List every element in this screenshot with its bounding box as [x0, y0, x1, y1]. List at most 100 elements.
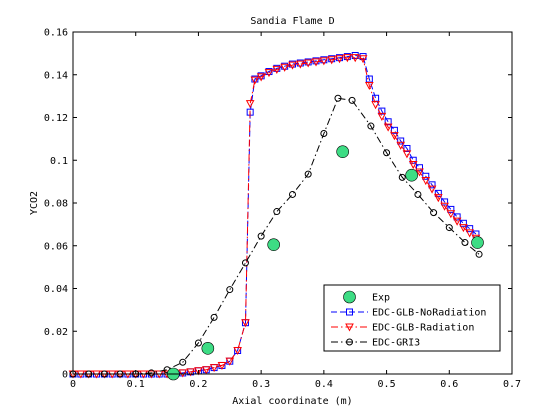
y-axis-label: YCO2	[29, 191, 40, 215]
data-point	[367, 122, 375, 130]
data-point	[440, 202, 449, 211]
data-point	[402, 150, 412, 159]
y-tick-label: 0.02	[44, 327, 68, 338]
data-point	[303, 59, 313, 68]
data-point	[233, 346, 242, 356]
data-point	[350, 54, 360, 63]
series-line	[73, 97, 480, 375]
series-exp	[167, 145, 484, 381]
data-point	[397, 137, 405, 145]
legend-entry-edc-glb-noradiation: EDC-GLB-NoRadiation	[331, 308, 486, 319]
legend-label: EDC-GLB-Radiation	[372, 323, 474, 334]
data-point	[346, 338, 353, 346]
data-point	[459, 219, 467, 227]
data-point	[280, 63, 289, 72]
data-point	[415, 168, 424, 177]
data-point	[264, 69, 274, 78]
x-tick-label: 0.7	[503, 379, 521, 390]
data-point	[414, 190, 422, 198]
data-point	[427, 185, 437, 194]
data-point	[186, 368, 195, 377]
data-point	[272, 65, 282, 74]
data-point	[390, 126, 398, 134]
data-point	[461, 239, 469, 247]
legend-entry-edc-gri3: EDC-GRI3	[331, 338, 420, 349]
legend-entry-exp: Exp	[343, 290, 390, 304]
y-tick-label: 0.04	[44, 284, 68, 295]
data-point	[201, 366, 211, 375]
legend-entry-edc-glb-radiation: EDC-GLB-Radiation	[331, 323, 474, 334]
data-point	[256, 73, 266, 82]
x-tick-label: 0	[70, 379, 76, 390]
data-point	[250, 76, 260, 85]
data-point	[371, 101, 380, 110]
data-point	[358, 55, 368, 64]
x-tick-label: 0.4	[315, 379, 333, 390]
data-point	[343, 54, 352, 63]
data-point	[304, 170, 312, 178]
data-point	[343, 290, 356, 304]
data-point	[273, 208, 281, 216]
data-point	[390, 132, 399, 141]
data-point	[405, 168, 418, 182]
data-point	[415, 164, 423, 172]
x-axis-label: Axial coordinate (m)	[232, 396, 352, 407]
data-point	[178, 369, 188, 378]
data-point	[147, 369, 155, 377]
data-point	[430, 209, 438, 217]
data-point	[475, 250, 483, 258]
data-point	[210, 313, 218, 321]
y-tick-label: 0.08	[44, 199, 68, 210]
legend: Exp EDC-GLB-NoRadiation EDC-GLB-Radiation E…	[323, 284, 501, 352]
data-point	[396, 141, 406, 150]
data-point	[384, 118, 392, 126]
data-point	[421, 177, 431, 186]
data-point	[179, 358, 187, 366]
x-tick-label: 0.2	[189, 379, 207, 390]
data-point	[452, 217, 462, 226]
data-point	[241, 319, 250, 328]
data-point	[241, 259, 249, 267]
data-point	[398, 173, 406, 181]
y-tick-label: 0.12	[44, 113, 68, 124]
data-point	[335, 55, 344, 64]
chart-title: Sandia Flame D	[250, 16, 334, 27]
legend-label: Exp	[372, 293, 390, 304]
data-point	[446, 210, 456, 219]
data-point	[465, 229, 475, 238]
data-point	[345, 323, 354, 332]
data-point	[346, 308, 353, 316]
x-tick-label: 0.6	[440, 379, 458, 390]
y-tick-label: 0.16	[44, 28, 68, 39]
data-point	[433, 194, 443, 203]
data-point	[194, 339, 202, 347]
data-point	[466, 225, 474, 233]
data-point	[217, 361, 227, 371]
data-point	[336, 145, 349, 158]
data-point	[288, 61, 297, 70]
data-point	[334, 94, 342, 102]
data-point	[445, 224, 453, 232]
y-tick-label: 0.06	[44, 241, 68, 252]
data-point	[245, 100, 255, 109]
axes-layer: 0 0.1 0.2 0.3 0.4 0.5 0.6 0.7 0 0.02 0.04 0.06 0.08 0…	[44, 28, 521, 391]
data-point	[327, 56, 337, 65]
y-tick-label: 0	[62, 370, 68, 381]
x-tick-label: 0.1	[127, 379, 145, 390]
data-point	[226, 286, 234, 294]
data-point	[311, 58, 321, 67]
data-point	[267, 238, 280, 251]
x-tick-label: 0.3	[252, 379, 270, 390]
data-point	[383, 149, 391, 157]
data-point	[383, 123, 393, 132]
data-point	[209, 364, 219, 373]
data-point	[201, 342, 215, 355]
data-point	[225, 357, 235, 366]
data-point	[377, 112, 387, 121]
data-point	[320, 130, 328, 138]
data-point	[257, 232, 265, 240]
data-point	[194, 367, 203, 376]
x-tick-label: 0.5	[378, 379, 396, 390]
data-point	[403, 144, 411, 152]
